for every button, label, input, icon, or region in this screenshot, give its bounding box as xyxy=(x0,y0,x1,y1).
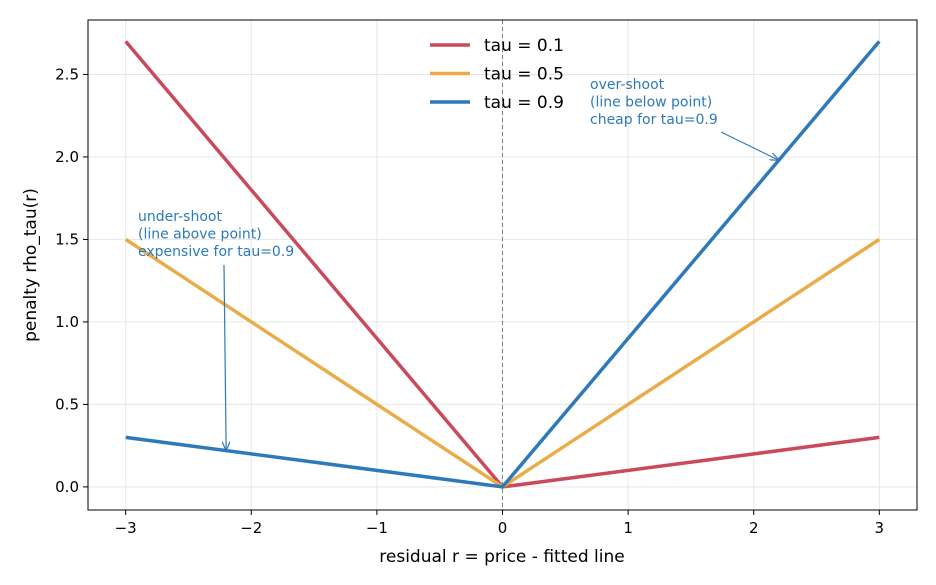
series-lines xyxy=(124,40,881,489)
annotation-overshoot: over-shoot (line below point)cheap for ta… xyxy=(590,77,779,160)
x-tick-label: 2 xyxy=(749,519,759,537)
legend: tau = 0.1 tau = 0.5 tau = 0.9 xyxy=(430,36,564,113)
series-line-2 xyxy=(125,40,881,489)
legend-label-1: tau = 0.5 xyxy=(484,65,564,85)
y-tick-label: 1.0 xyxy=(55,313,79,331)
y-tick-label: 1.5 xyxy=(55,230,79,248)
legend-label-2: tau = 0.9 xyxy=(484,93,564,113)
annotation-text-line: expensive for tau=0.9 xyxy=(138,244,294,260)
x-axis-label: residual r = price - fitted line xyxy=(379,547,624,567)
y-tick-label: 2.0 xyxy=(55,148,79,166)
annotation-undershoot: under-shoot (line above point)expensive f… xyxy=(138,209,294,451)
annotation-arrow xyxy=(720,131,779,160)
annotation-text-line: cheap for tau=0.9 xyxy=(590,112,718,128)
annotation-text-line: (line below point) xyxy=(590,95,712,111)
annotation-text-line: over-shoot xyxy=(590,77,665,93)
x-tick-label: −2 xyxy=(240,519,262,537)
x-tick-label: 3 xyxy=(875,519,885,537)
x-tick-label: 0 xyxy=(498,519,508,537)
annotations: under-shoot (line above point)expensive f… xyxy=(138,77,779,451)
annotation-text-line: under-shoot xyxy=(138,209,222,225)
y-tick-label: 0.5 xyxy=(55,395,79,413)
legend-label-0: tau = 0.1 xyxy=(484,36,564,56)
x-tick-label: 1 xyxy=(623,519,633,537)
annotation-arrow xyxy=(224,264,226,451)
y-tick-label: 0.0 xyxy=(55,478,79,496)
y-axis-label: penalty rho_tau(r) xyxy=(21,188,41,342)
x-tick-label: −1 xyxy=(366,519,388,537)
x-tick-label: −3 xyxy=(115,519,137,537)
y-tick-label: 2.5 xyxy=(55,65,79,83)
grid xyxy=(88,20,917,510)
annotation-text-line: (line above point) xyxy=(138,227,262,243)
axis-ticks: −3 −2 −1 0 1 2 3 0.0 0.5 1.0 1.5 2.0 2.5 xyxy=(55,65,884,537)
